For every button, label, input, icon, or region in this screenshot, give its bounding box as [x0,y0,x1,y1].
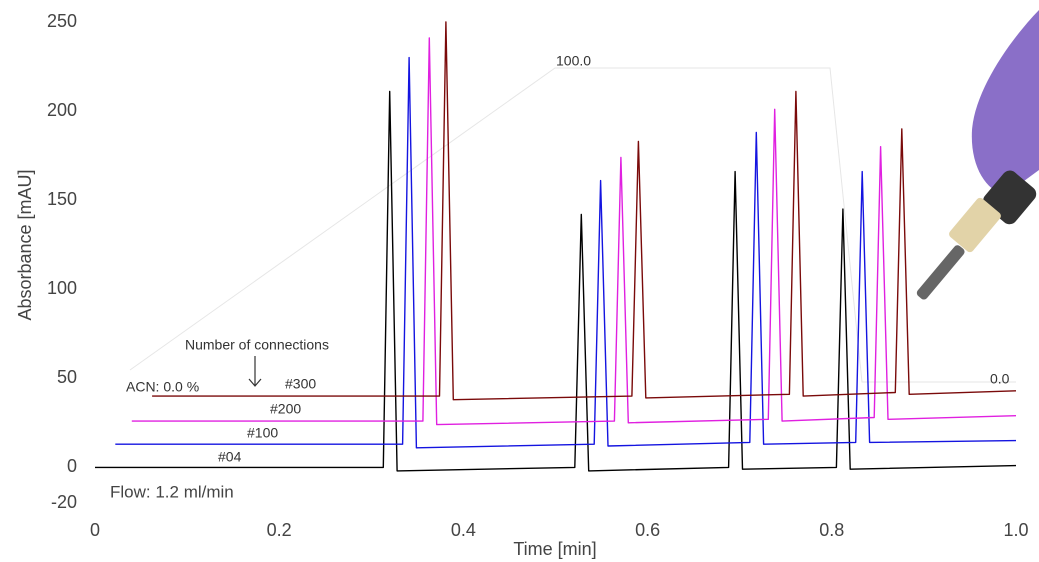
annotation: ACN: 0.0 % [126,379,199,395]
x-tick-label: 0.8 [819,520,844,540]
x-tick-label: 0 [90,520,100,540]
y-tick-label: 100 [47,278,77,298]
series-label: #200 [270,401,301,417]
x-tick-label: 1.0 [1003,520,1028,540]
y-tick-label: 150 [47,189,77,209]
y-tick-label: 50 [57,367,77,387]
x-tick-label: 0.6 [635,520,660,540]
trace [152,21,1017,401]
series-label: #300 [285,376,316,392]
annotation: 100.0 [556,53,591,69]
annotation: 0.0 [990,371,1010,387]
y-tick-label: -20 [51,492,77,512]
y-tick-label: 250 [47,11,77,31]
x-tick-label: 0.2 [267,520,292,540]
arrow-head [248,378,262,387]
series-label: #04 [218,449,242,465]
annotation: Flow: 1.2 ml/min [110,482,234,501]
trace [95,90,1017,472]
x-tick-label: 0.4 [451,520,476,540]
x-axis-title: Time [min] [513,539,596,559]
gradient-line [129,67,1016,383]
annotation: Number of connections [185,337,329,353]
trace [115,56,1017,449]
y-axis-title: Absorbance [mAU] [15,169,35,320]
y-tick-label: 0 [67,456,77,476]
y-tick-label: 200 [47,100,77,120]
series-label: #100 [247,425,278,441]
trace [131,37,1017,426]
probe-illustration [916,10,1039,300]
